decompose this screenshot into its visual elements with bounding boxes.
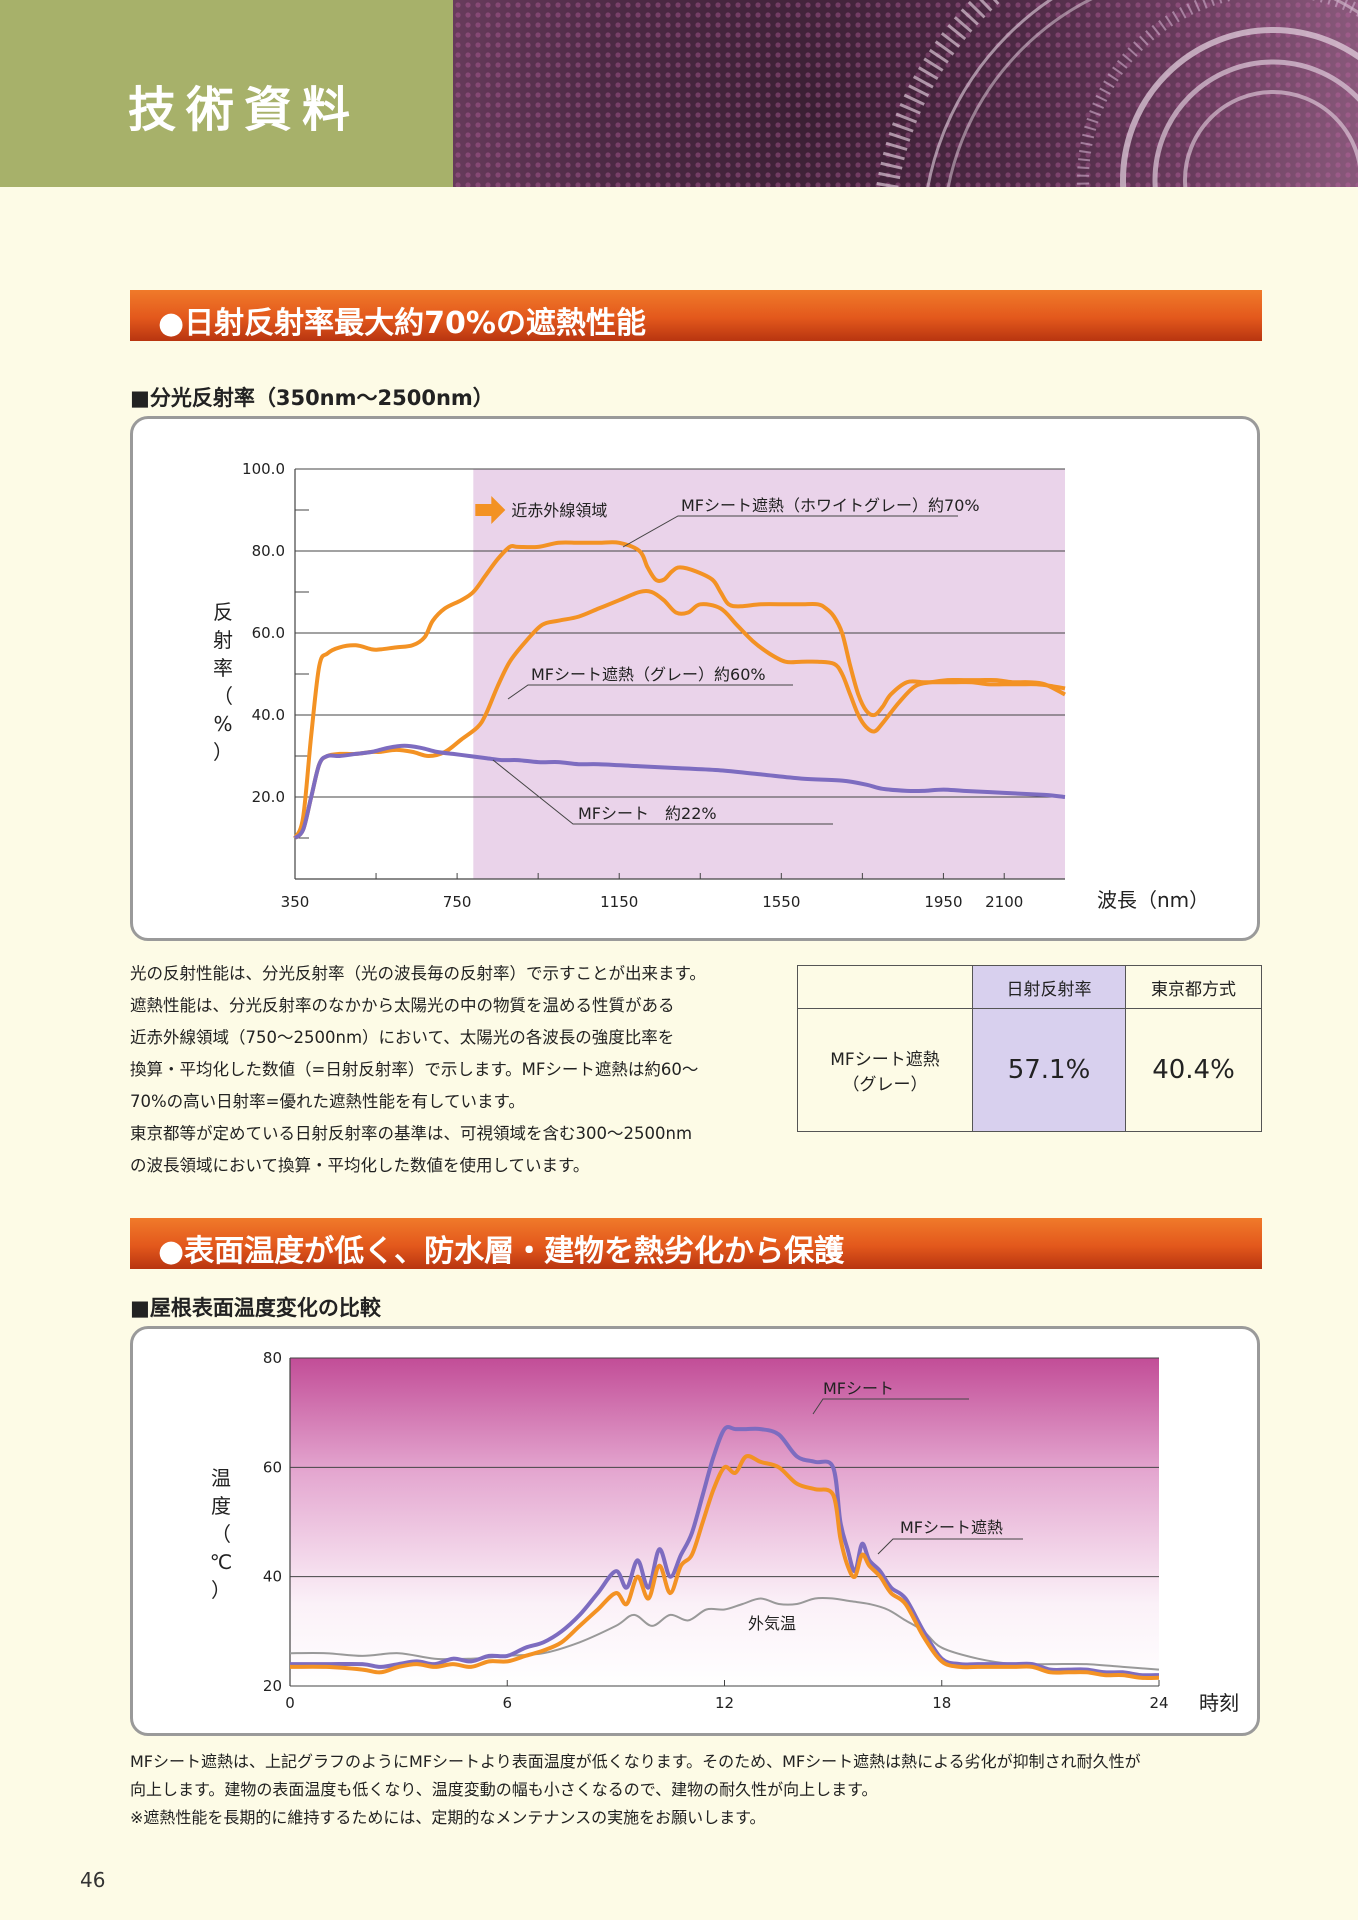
section-2-header: ●表面温度が低く、防水層・建物を熱劣化から保護 xyxy=(130,1218,1262,1269)
table-row-label: MFシート遮熱 （グレー） xyxy=(797,1008,973,1132)
y-tick-label: 40 xyxy=(263,1568,282,1586)
paragraph-line: 光の反射性能は、分光反射率（光の波長毎の反射率）で示すことが出来ます。 xyxy=(130,964,706,983)
series-label: MFシート 約22% xyxy=(578,804,717,823)
section-1-header: ●日射反射率最大約70%の遮熱性能 xyxy=(130,290,1262,341)
header-decoration xyxy=(453,0,1358,187)
x-tick-label: 1550 xyxy=(762,893,800,911)
header-rings-graphic xyxy=(453,0,1358,187)
section-2-title: ●表面温度が低く、防水層・建物を熱劣化から保護 xyxy=(158,1234,845,1269)
leader-line xyxy=(812,1398,969,1415)
table-header-empty xyxy=(797,965,973,1009)
temperature-description: MFシート遮熱は、上記グラフのようにMFシートより表面温度が低くなります。そのた… xyxy=(130,1748,1270,1832)
band-label: 近赤外線領域 xyxy=(511,501,607,520)
series-label: MFシート遮熱（ホワイトグレー）約70% xyxy=(681,496,980,515)
paragraph-line: 遮熱性能は、分光反射率のなかから太陽光の中の物質を温める性質がある xyxy=(130,996,675,1015)
x-tick-label: 1150 xyxy=(600,893,638,911)
plot-background xyxy=(290,1358,1159,1686)
table-header-solar: 日射反射率 xyxy=(972,965,1126,1009)
series-line xyxy=(289,1454,1160,1681)
x-axis-label: 波長（nm） xyxy=(1097,888,1209,912)
y-tick-label: 80.0 xyxy=(252,542,285,560)
series-label: MFシート遮熱 xyxy=(900,1518,1003,1537)
y-tick-label: 20.0 xyxy=(252,788,285,806)
page-number: 46 xyxy=(80,1868,106,1892)
page-title: 技術資料 xyxy=(128,82,361,138)
temperature-chart-heading: ■屋根表面温度変化の比較 xyxy=(130,1296,381,1320)
paragraph-line: MFシート遮熱は、上記グラフのようにMFシートより表面温度が低くなります。そのた… xyxy=(130,1752,1141,1771)
table-value-tokyo: 40.4% xyxy=(1125,1008,1262,1132)
x-tick-label: 6 xyxy=(502,1694,512,1712)
table-value-solar: 57.1% xyxy=(972,1008,1126,1132)
x-tick-label: 2100 xyxy=(985,893,1023,911)
y-axis-label-char: （ xyxy=(211,1522,231,1546)
paragraph-line: の波長領域において換算・平均化した数値を使用しています。 xyxy=(130,1156,590,1175)
spectral-chart-frame: 20.0 40.0 60.0 80.0 100.0 350 750 1150 1550 1950 2… xyxy=(130,416,1260,941)
y-axis-label-char: ） xyxy=(213,740,233,764)
table-row: MFシート遮熱 （グレー） 57.1% 40.4% xyxy=(797,1008,1262,1132)
series-label: 外気温 xyxy=(748,1614,796,1633)
spectral-chart-heading: ■分光反射率（350nm〜2500nm） xyxy=(130,386,494,410)
y-tick-label: 20 xyxy=(263,1677,282,1695)
y-axis-label-char: 反 xyxy=(213,600,233,624)
paragraph-line: 70%の高い日射率=優れた遮熱性能を有しています。 xyxy=(130,1092,525,1111)
y-axis-label-char: 射 xyxy=(213,628,233,652)
y-axis-label-char: ℃ xyxy=(210,1550,232,1574)
x-tick-label: 12 xyxy=(715,1694,734,1712)
row-label-line-1: MFシート遮熱 xyxy=(830,1050,940,1070)
x-tick-label: 18 xyxy=(932,1694,951,1712)
leader-line xyxy=(507,684,793,700)
row-label-line-2: （グレー） xyxy=(842,1075,928,1095)
y-tick-label: 80 xyxy=(263,1349,282,1367)
series-line xyxy=(293,540,1066,839)
reflectance-description: 光の反射性能は、分光反射率（光の波長毎の反射率）で示すことが出来ます。 遮熱性能… xyxy=(130,958,760,1182)
table-header-tokyo: 東京都方式 xyxy=(1125,965,1262,1009)
y-tick-label: 40.0 xyxy=(252,706,285,724)
band-arrow-icon xyxy=(475,496,506,524)
temperature-chart-frame: 20 40 60 80 0 6 12 18 24 時刻 温度 （ ℃ ） MFシート MFシート遮熱外気温 xyxy=(130,1326,1260,1736)
reflectance-table: 日射反射率 東京都方式 MFシート遮熱 （グレー） 57.1% 40.4% xyxy=(797,965,1262,1132)
x-tick-label: 350 xyxy=(281,893,310,911)
series-label: MFシート遮熱（グレー）約60% xyxy=(531,665,766,684)
x-axis-label: 時刻 xyxy=(1199,1691,1239,1715)
y-axis-label-char: % xyxy=(213,712,232,736)
series-line xyxy=(289,1425,1160,1678)
y-axis-label-char: 率 xyxy=(213,656,233,680)
header-band: 技術資料 xyxy=(0,0,453,187)
y-axis-label-char: （ xyxy=(213,684,233,708)
x-tick-label: 750 xyxy=(443,893,472,911)
x-tick-label: 0 xyxy=(285,1694,295,1712)
y-tick-label: 60.0 xyxy=(252,624,285,642)
paragraph-line: 東京都等が定めている日射反射率の基準は、可視領域を含む300〜2500nm xyxy=(130,1124,693,1143)
leader-line xyxy=(622,515,958,548)
spectral-reflectance-chart: 20.0 40.0 60.0 80.0 100.0 350 750 1150 1550 1950 2… xyxy=(213,460,1209,912)
x-tick-label: 1950 xyxy=(924,893,962,911)
series-label: MFシート xyxy=(823,1379,894,1398)
y-axis-label-char: ） xyxy=(211,1578,231,1602)
series-line xyxy=(293,588,1066,840)
y-axis-label-char: 温 xyxy=(211,1466,231,1490)
table-header-row: 日射反射率 東京都方式 xyxy=(797,965,1262,1009)
y-tick-label: 100.0 xyxy=(242,460,285,478)
y-axis-label-char: 度 xyxy=(211,1494,231,1518)
section-1-title: ●日射反射率最大約70%の遮熱性能 xyxy=(158,306,646,341)
leader-line xyxy=(877,1538,1023,1555)
paragraph-line: 近赤外線領域（750〜2500nm）において、太陽光の各波長の強度比率を xyxy=(130,1028,675,1047)
paragraph-line: 向上します。建物の表面温度も低くなり、温度変動の幅も小さくなるので、建物の耐久性… xyxy=(130,1780,878,1799)
paragraph-line: ※遮熱性能を長期的に維持するためには、定期的なメンテナンスの実施をお願いします。 xyxy=(130,1808,766,1827)
nir-band xyxy=(473,469,1065,879)
paragraph-line: 換算・平均化した数値（=日射反射率）で示します。MFシート遮熱は約60〜 xyxy=(130,1060,699,1079)
leader-line xyxy=(492,759,833,825)
series-line xyxy=(293,743,1066,840)
x-tick-label: 24 xyxy=(1149,1694,1168,1712)
y-tick-label: 60 xyxy=(263,1458,282,1476)
